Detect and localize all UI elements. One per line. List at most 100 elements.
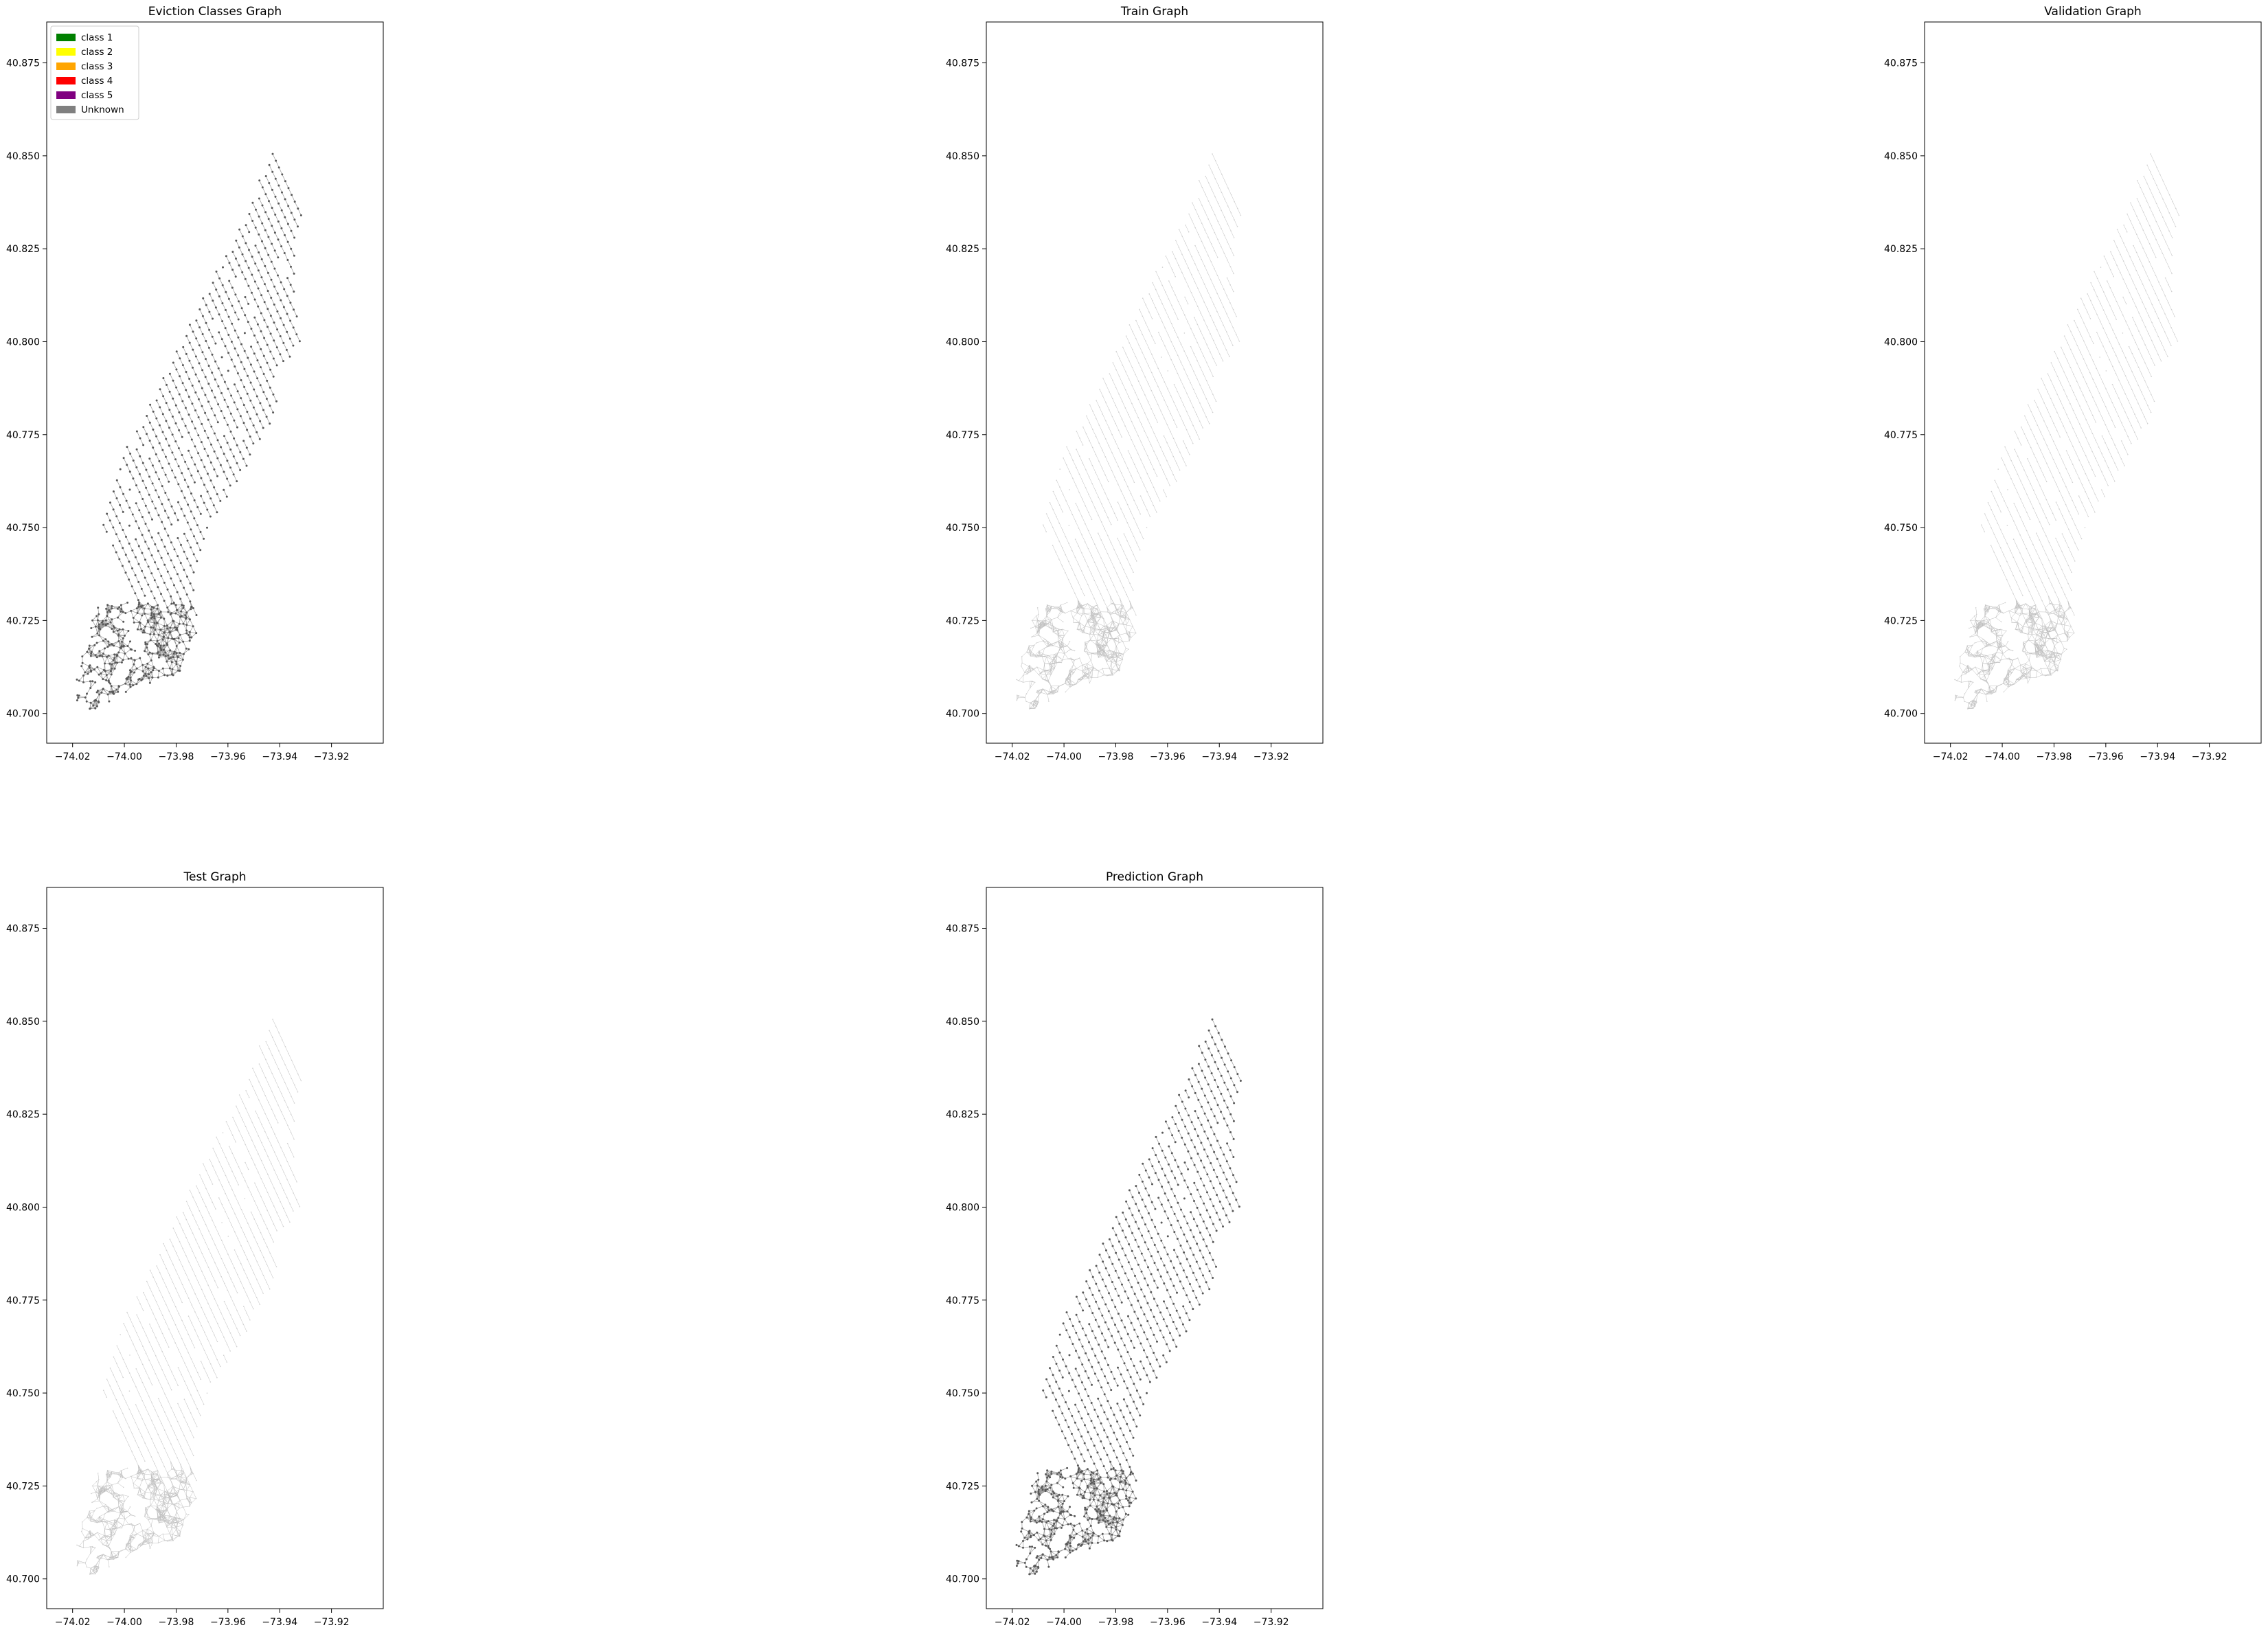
y-tick-label: 40.775 (946, 1295, 979, 1306)
x-tick-label: −73.94 (1201, 1617, 1237, 1628)
y-tick-label: 40.775 (1884, 430, 1918, 441)
x-tick-label: −74.02 (995, 1617, 1030, 1628)
y-tick-label: 40.725 (946, 615, 979, 626)
y-tick-label: 40.825 (6, 244, 40, 255)
x-tick-label: −73.94 (2140, 751, 2175, 762)
y-tick-label: 40.700 (6, 1574, 40, 1585)
street-nodes (76, 1019, 302, 1575)
legend-swatch (56, 91, 76, 99)
x-tick-label: −73.96 (210, 1617, 246, 1628)
x-tick-label: −74.00 (106, 1617, 142, 1628)
y-tick-label: 40.875 (6, 924, 40, 935)
axes-frame (986, 887, 1324, 1609)
axes-frame (986, 21, 1324, 744)
street-network (1016, 153, 1242, 710)
y-tick-label: 40.800 (6, 337, 40, 348)
x-tick-label: −74.00 (1046, 751, 1082, 762)
y-tick-label: 40.825 (6, 1109, 40, 1120)
y-tick-label: 40.875 (946, 58, 979, 69)
x-tick-label: −73.98 (1098, 1617, 1134, 1628)
y-tick-label: 40.750 (6, 523, 40, 534)
x-tick-label: −74.02 (55, 1617, 91, 1628)
legend-label: class 4 (81, 76, 113, 87)
street-nodes (1016, 153, 1242, 710)
y-tick-label: 40.750 (1884, 523, 1918, 534)
x-tick-label: −73.98 (1098, 751, 1134, 762)
legend-label: class 2 (81, 47, 113, 58)
y-tick-label: 40.750 (946, 1388, 979, 1399)
legend: class 1 class 2 class 3 class 4 class 5 Unkno… (50, 25, 139, 120)
y-tick-label: 40.700 (946, 709, 979, 720)
x-tick-label: −73.92 (314, 751, 350, 762)
street-nodes (1015, 1018, 1242, 1576)
x-tick-label: −73.94 (262, 1617, 297, 1628)
y-tick-label: 40.750 (946, 523, 979, 534)
y-tick-label: 40.800 (946, 337, 979, 348)
y-tick-label: 40.725 (1884, 615, 1918, 626)
y-tick-label: 40.850 (6, 1017, 40, 1028)
x-tick-label: −73.92 (314, 1617, 350, 1628)
legend-label: class 3 (81, 61, 113, 72)
y-tick-label: 40.775 (6, 1295, 40, 1306)
y-tick-label: 40.750 (6, 1388, 40, 1399)
legend-swatch (56, 106, 76, 113)
legend-swatch (56, 77, 76, 84)
x-tick-label: −73.94 (262, 751, 297, 762)
x-tick-label: −73.92 (1254, 1617, 1289, 1628)
y-tick-label: 40.875 (1884, 58, 1918, 69)
street-network (1954, 153, 2180, 710)
y-tick-label: 40.725 (946, 1481, 979, 1492)
panel-title: Eviction Classes Graph (148, 5, 282, 19)
x-tick-label: −73.96 (1150, 751, 1186, 762)
panel-title: Prediction Graph (1106, 870, 1203, 884)
x-tick-label: −74.00 (106, 751, 142, 762)
y-tick-label: 40.800 (6, 1202, 40, 1213)
y-tick-label: 40.850 (1884, 151, 1918, 162)
y-tick-label: 40.725 (6, 615, 40, 626)
panel-title: Train Graph (1120, 5, 1188, 19)
x-tick-label: −73.96 (210, 751, 246, 762)
map-panel: Test Graph −74.02 −74.00 −73.98 −73.96 −73.94… (6, 870, 384, 1628)
street-edges (1016, 153, 1241, 710)
y-tick-label: 40.700 (946, 1574, 979, 1585)
y-tick-label: 40.850 (946, 1017, 979, 1028)
street-edges (76, 1019, 302, 1575)
y-tick-label: 40.875 (946, 924, 979, 935)
y-tick-label: 40.700 (6, 709, 40, 720)
x-tick-label: −73.94 (1201, 751, 1237, 762)
street-network (76, 1019, 302, 1575)
y-tick-label: 40.800 (946, 1202, 979, 1213)
x-tick-label: −73.96 (1150, 1617, 1186, 1628)
axes-frame (46, 21, 384, 744)
map-panel: Validation Graph −74.02 −74.00 −73.98 −73.96… (1884, 5, 2262, 762)
y-tick-label: 40.850 (946, 151, 979, 162)
y-tick-label: 40.775 (946, 430, 979, 441)
legend-label: class 5 (81, 90, 113, 101)
street-network (1015, 1018, 1242, 1576)
legend-swatch (56, 48, 76, 56)
x-tick-label: −73.98 (159, 751, 194, 762)
street-network (76, 152, 302, 710)
x-tick-label: −73.98 (2037, 751, 2072, 762)
map-panel: Prediction Graph −74.02 −74.00 −73.98 −73.96… (946, 870, 1324, 1628)
y-tick-label: 40.875 (6, 58, 40, 69)
y-tick-label: 40.800 (1884, 337, 1918, 348)
y-tick-label: 40.825 (946, 244, 979, 255)
legend-swatch (56, 63, 76, 70)
x-tick-label: −73.92 (2192, 751, 2227, 762)
legend-swatch (56, 34, 76, 41)
panel-title: Test Graph (183, 870, 246, 884)
x-tick-label: −74.02 (1933, 751, 1969, 762)
x-tick-label: −74.02 (995, 751, 1030, 762)
x-tick-label: −74.00 (1984, 751, 2020, 762)
y-tick-label: 40.775 (6, 430, 40, 441)
axes-frame (46, 887, 384, 1609)
x-tick-label: −74.02 (55, 751, 91, 762)
x-tick-label: −73.98 (159, 1617, 194, 1628)
y-tick-label: 40.825 (946, 1109, 979, 1120)
street-edges (1954, 153, 2179, 710)
legend-label: class 1 (81, 32, 113, 43)
y-tick-label: 40.700 (1884, 709, 1918, 720)
street-nodes (1954, 153, 2180, 710)
panel-title: Validation Graph (2044, 5, 2142, 19)
